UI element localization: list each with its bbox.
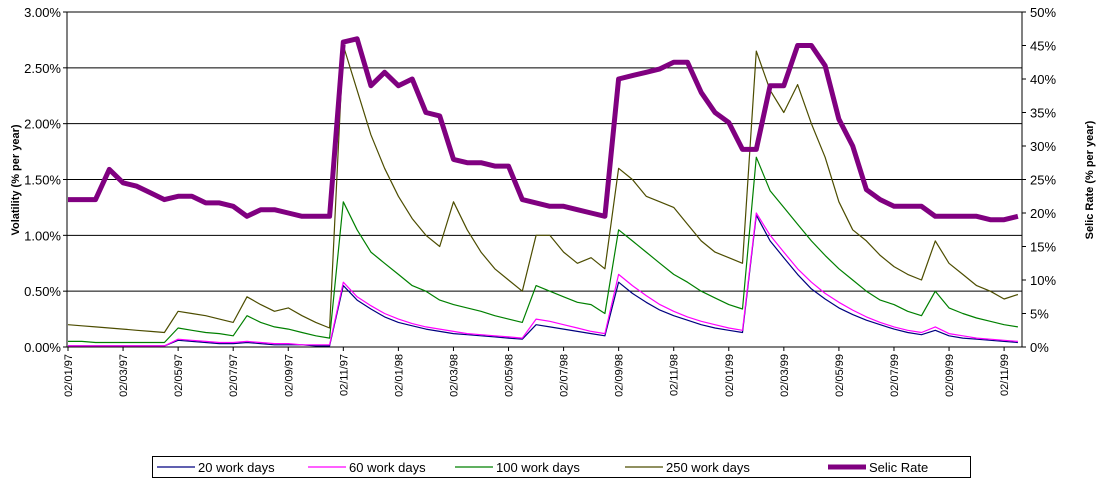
y-tick-label: 2.00% xyxy=(24,117,61,132)
series-line xyxy=(68,214,1018,347)
y-axis-title: Volatility (% per year) xyxy=(10,124,22,235)
series-line xyxy=(68,156,1018,344)
y2-tick-label: 20% xyxy=(1030,206,1056,221)
x-tick-label: 02/03/99 xyxy=(779,354,791,397)
x-tick-label: 02/01/98 xyxy=(393,354,405,397)
y2-axis-title: Selic Rate (% per year) xyxy=(1084,120,1096,239)
x-tick-label: 02/03/97 xyxy=(118,354,130,397)
series-line xyxy=(67,44,1019,334)
y2-tick-label: 0% xyxy=(1030,340,1049,355)
x-tick-label: 02/05/97 xyxy=(173,354,185,397)
x-tick-label: 02/11/98 xyxy=(669,354,681,396)
y2-tick-label: 35% xyxy=(1030,106,1056,121)
x-tick-label: 02/03/98 xyxy=(448,354,460,397)
series-line xyxy=(68,212,1018,347)
x-tick-label: 02/05/98 xyxy=(504,354,516,397)
y-tick-label: 1.00% xyxy=(24,228,61,243)
y2-tick-label: 30% xyxy=(1030,139,1056,154)
y2-tick-label: 25% xyxy=(1030,173,1056,188)
y-tick-label: 3.00% xyxy=(24,5,61,20)
legend-label: 100 work days xyxy=(496,460,580,475)
y2-tick-label: 10% xyxy=(1030,273,1056,288)
plot-frame xyxy=(66,11,1023,348)
x-tick-label: 02/09/98 xyxy=(614,354,626,397)
x-tick-label: 02/07/99 xyxy=(889,354,901,397)
x-tick-label: 02/07/97 xyxy=(228,354,240,397)
legend-label: 250 work days xyxy=(666,460,750,475)
y2-tick-label: 40% xyxy=(1030,72,1056,87)
y2-tick-label: 5% xyxy=(1030,307,1049,322)
x-tick-label: 02/07/98 xyxy=(559,354,571,397)
y2-tick-label: 50% xyxy=(1030,5,1056,20)
legend-label: Selic Rate xyxy=(869,460,928,475)
y-tick-label: 0.00% xyxy=(24,340,61,355)
y-tick-label: 2.50% xyxy=(24,61,61,76)
legend-label: 60 work days xyxy=(349,460,426,475)
x-tick-label: 02/11/97 xyxy=(338,354,350,396)
x-tick-label: 02/01/97 xyxy=(63,354,75,397)
x-tick-label: 02/01/99 xyxy=(724,354,736,397)
y-tick-label: 1.50% xyxy=(24,173,61,188)
series-line xyxy=(68,36,1019,223)
x-tick-label: 02/11/99 xyxy=(999,354,1011,396)
x-tick-label: 02/05/99 xyxy=(834,354,846,397)
x-tick-label: 02/09/99 xyxy=(944,354,956,397)
y2-tick-label: 15% xyxy=(1030,240,1056,255)
x-tick-label: 02/09/97 xyxy=(283,354,295,397)
legend-label: 20 work days xyxy=(198,460,275,475)
y-tick-label: 0.50% xyxy=(24,284,61,299)
y2-tick-label: 45% xyxy=(1030,39,1056,54)
